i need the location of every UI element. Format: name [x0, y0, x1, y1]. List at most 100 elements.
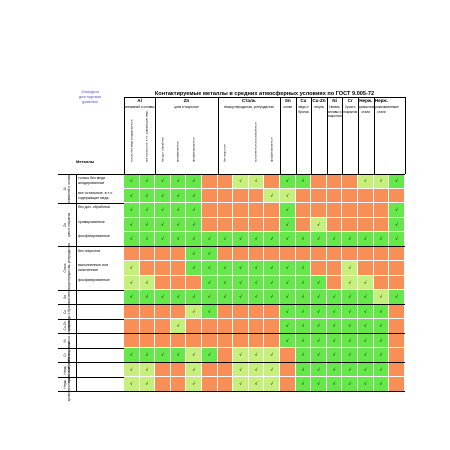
- compat-cell: [124, 333, 140, 348]
- row-group-1: Zn цинк и покрытия: [63, 212, 71, 237]
- compat-cell: √: [170, 203, 187, 218]
- compat-cell: √: [326, 333, 343, 348]
- compat-cell: [326, 261, 343, 276]
- compat-cell: [248, 217, 265, 232]
- compat-cell: [233, 333, 249, 348]
- col-group-6: Ni: [332, 98, 337, 103]
- compat-cell: [155, 246, 171, 261]
- sub-col-1: все остальные, в т.ч. содержащие медь: [144, 110, 149, 162]
- compat-cell: [358, 188, 374, 203]
- compat-cell: [264, 304, 280, 319]
- compat-cell: [342, 246, 358, 261]
- compat-cell: √: [186, 362, 202, 377]
- compat-cell: √: [124, 290, 140, 305]
- compat-cell: √: [124, 203, 140, 218]
- compat-cell: √: [373, 319, 390, 334]
- col-divider: [124, 97, 125, 174]
- compat-cell: √: [124, 377, 140, 392]
- compat-cell: √: [155, 348, 171, 363]
- col-group-sub-9: хромоникелевые стали: [373, 105, 399, 114]
- compat-cell: [389, 188, 405, 203]
- compat-cell: √: [295, 261, 312, 276]
- col-divider: [311, 97, 312, 174]
- compat-cell: √: [139, 203, 156, 218]
- metals-label: Металлы: [76, 159, 95, 164]
- compat-cell: [202, 319, 218, 334]
- compat-cell: [248, 333, 265, 348]
- compat-cell: √: [233, 348, 249, 363]
- compat-cell: √: [342, 362, 358, 377]
- compat-cell: [373, 217, 390, 232]
- compat-cell: √: [295, 232, 312, 247]
- col-group-1: Zn: [183, 98, 190, 103]
- compat-cell: √: [264, 362, 280, 377]
- sub-col-6: без покрытия: [222, 144, 227, 162]
- compat-cell: √: [326, 377, 343, 392]
- compat-cell: √: [358, 275, 374, 290]
- compat-cell: [389, 304, 405, 319]
- compat-cell: √: [139, 174, 156, 189]
- compat-cell: √: [326, 362, 343, 377]
- compat-cell: [186, 319, 202, 334]
- compat-cell: √: [264, 275, 280, 290]
- compat-cell: [155, 333, 171, 348]
- compat-cell: √: [139, 217, 156, 232]
- compat-cell: √: [295, 362, 312, 377]
- col-group-2: Сталь: [241, 98, 256, 103]
- compat-cell: √: [264, 290, 280, 305]
- compat-cell: √: [358, 304, 374, 319]
- compat-cell: [342, 203, 358, 218]
- compat-cell: [202, 174, 218, 189]
- compat-cell: [342, 174, 358, 189]
- compat-cell: √: [186, 174, 202, 189]
- compat-cell: [389, 362, 405, 377]
- compat-cell: √: [311, 290, 327, 305]
- compat-cell: √: [139, 275, 156, 290]
- compat-cell: √: [389, 217, 405, 232]
- compat-cell: √: [248, 275, 265, 290]
- compat-cell: √: [280, 174, 296, 189]
- compat-cell: [264, 174, 280, 189]
- row-label: фосфатированные: [78, 277, 110, 282]
- compat-cell: [373, 261, 390, 276]
- compat-cell: [311, 246, 327, 261]
- col-group-sub-2: низкоуглеродистая, углеродистая: [223, 105, 274, 109]
- compat-cell: √: [389, 290, 405, 305]
- compat-cell: [217, 203, 234, 218]
- compat-cell: [233, 304, 249, 319]
- row-group-0: Al алюминий и сплавы: [63, 173, 71, 204]
- compat-cell: [217, 304, 234, 319]
- row-label: только без меди анодированные: [78, 176, 106, 185]
- compat-cell: [326, 188, 343, 203]
- compat-cell: [264, 246, 280, 261]
- compat-cell: [373, 246, 390, 261]
- compat-cell: √: [342, 319, 358, 334]
- compat-cell: √: [170, 188, 187, 203]
- compat-cell: √: [124, 188, 140, 203]
- compat-cell: √: [342, 377, 358, 392]
- compat-cell: √: [358, 362, 374, 377]
- compat-cell: √: [280, 261, 296, 276]
- compat-cell: √: [373, 290, 390, 305]
- compat-cell: [155, 377, 171, 392]
- group-divider: [58, 246, 405, 247]
- compat-cell: [248, 188, 265, 203]
- compat-cell: √: [170, 319, 187, 334]
- compat-cell: [217, 348, 234, 363]
- col-divider: [373, 97, 375, 174]
- compat-cell: [311, 203, 327, 218]
- compat-cell: √: [342, 261, 358, 276]
- group-divider: [58, 362, 405, 363]
- group-divider: [58, 376, 405, 378]
- compat-cell: √: [389, 232, 405, 247]
- compat-cell: √: [170, 290, 187, 305]
- compat-cell: √: [248, 377, 265, 392]
- compat-cell: [389, 275, 405, 290]
- group-divider: [58, 333, 405, 334]
- compat-cell: [326, 275, 343, 290]
- compat-cell: [311, 261, 327, 276]
- compat-cell: √: [373, 333, 390, 348]
- compat-cell: √: [295, 333, 312, 348]
- compat-cell: [233, 319, 249, 334]
- compat-cell: [139, 261, 156, 276]
